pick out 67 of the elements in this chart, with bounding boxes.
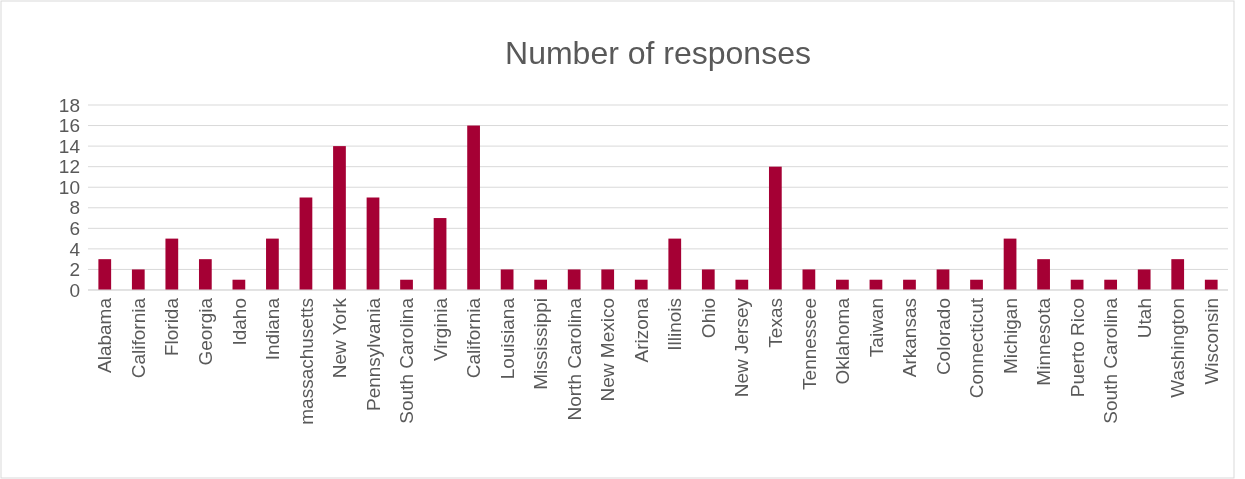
y-tick-label: 2 [69,259,80,281]
bar [165,238,179,290]
x-tick-label: North Carolina [563,297,585,421]
x-tick-label: Louisiana [496,297,518,380]
bar [768,166,782,290]
bar [668,238,682,290]
y-tick-label: 0 [69,279,80,301]
x-tick-label: Florida [161,297,183,357]
x-tick-label: Arkansas [899,298,921,378]
x-tick-label: Taiwan [865,298,887,358]
y-tick-label: 4 [69,238,81,260]
x-tick-label: Michigan [999,298,1021,375]
bar [131,269,145,290]
bar [198,259,212,290]
x-tick-label: Virginia [429,297,451,362]
x-tick-label: Alabama [94,297,116,373]
x-tick-label: Tennessee [798,298,820,390]
y-tick-label: 12 [58,156,80,178]
x-tick-label: New York [329,297,351,379]
y-tick-label: 14 [58,135,81,157]
y-tick-label: 16 [58,115,80,137]
x-tick-label: massachusetts [295,298,317,425]
bar [802,269,816,290]
bar [366,197,380,290]
bar [333,146,346,290]
x-tick-label: Washington [1167,298,1189,398]
x-tick-label: New Mexico [597,298,619,402]
x-tick-label: Pennsylvania [362,297,384,412]
x-tick-label: Indiana [262,297,284,361]
y-tick-label: 8 [69,197,80,219]
bar [701,269,715,290]
x-tick-label: South Carolina [396,297,418,424]
x-tick-label: Minnesota [1033,297,1055,386]
x-tick-label: Colorado [932,298,954,376]
x-tick-label: Utah [1133,298,1155,339]
x-tick-label: Arizona [630,297,652,363]
y-tick-label: 18 [58,94,80,116]
bar [1171,259,1185,290]
x-tick-label: Idaho [228,298,250,346]
chart-title: Number of responses [505,35,811,71]
x-tick-label: Texas [765,298,786,348]
y-tick-label: 10 [58,176,80,198]
x-tick-label: South Carolina [1100,297,1122,424]
x-tick-label: California [127,297,149,379]
bar [936,269,950,290]
bar [500,269,514,290]
x-tick-label: Ohio [697,298,719,339]
bar [467,125,480,290]
bar [1137,269,1151,290]
x-tick-label: Puerto Rico [1066,298,1088,398]
x-tick-label: Oklahoma [832,297,854,385]
bar [433,218,447,290]
x-tick-label: Illinois [664,298,686,351]
bar [1037,259,1050,290]
x-tick-label: Wisconsin [1200,298,1222,385]
x-tick-label: Connecticut [966,297,988,399]
x-tick-label: New Jersey [731,297,753,398]
bar [1003,238,1017,290]
bar [567,269,581,290]
x-tick-label: Mississippi [530,298,552,390]
bar [299,197,313,290]
y-tick-label: 6 [69,217,80,239]
bar [98,259,112,290]
x-tick-label: California [463,297,485,379]
bar [266,238,279,290]
bar [601,269,615,290]
x-tick-label: Georgia [195,297,216,366]
